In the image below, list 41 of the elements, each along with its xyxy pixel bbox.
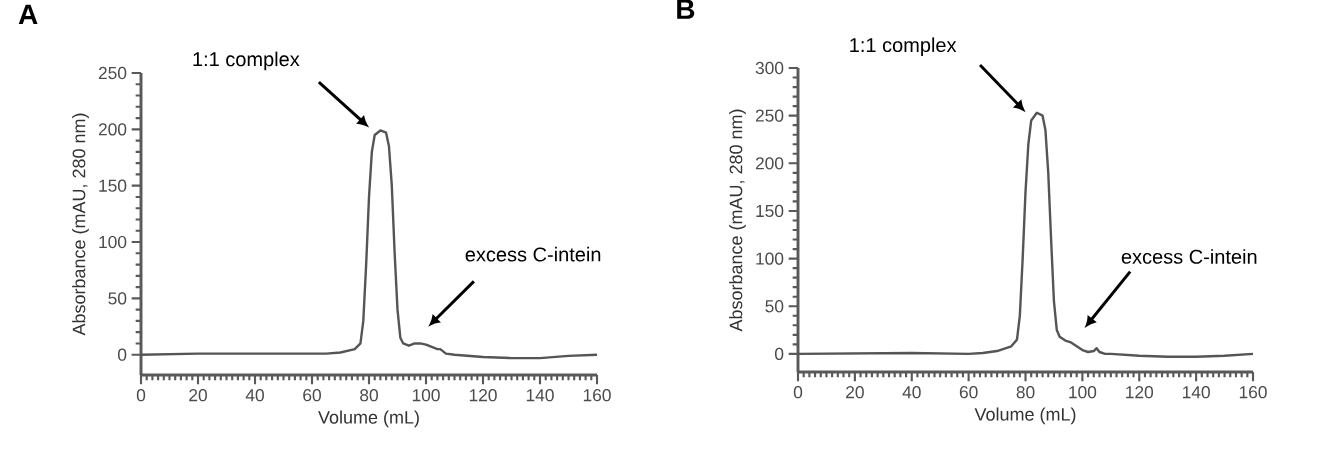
x-tick-label: 160 [583, 389, 611, 402]
x-tick-label: 100 [1069, 386, 1097, 399]
x-tick-label: 160 [1239, 386, 1267, 399]
x-tick-label: 80 [1016, 386, 1035, 399]
y-axis-title: Absorbance (mAU, 280 nm) [72, 113, 89, 336]
x-tick-label: 100 [412, 389, 440, 402]
x-tick-label: 0 [793, 386, 803, 399]
y-tick-label: 200 [98, 123, 127, 136]
text: 1:1 complex [850, 37, 957, 57]
x-tick-label: 140 [1182, 386, 1210, 399]
y-tick-label: 250 [98, 66, 127, 80]
y-tick-label: 100 [99, 235, 127, 249]
text: 1:1 complex [193, 51, 300, 71]
y-tick-label: 100 [756, 252, 784, 265]
chart-title: A [18, 4, 38, 25]
y-tick-label: 250 [755, 109, 784, 122]
x-tick-label: 80 [360, 389, 378, 402]
y-tick-label: 50 [765, 300, 784, 313]
x-tick-label: 120 [1126, 386, 1154, 399]
x-axis-title: Volume (mL) [318, 410, 419, 428]
y-tick-label: 150 [756, 204, 784, 218]
x-tick-label: 140 [526, 389, 554, 402]
x-tick-label: 120 [469, 389, 497, 402]
y-tick-label: 50 [108, 292, 127, 305]
x-tick-label: 60 [959, 386, 978, 399]
y-tick-label: 0 [117, 348, 127, 361]
y-tick-label: 0 [774, 347, 784, 361]
chart-title: B [677, 0, 695, 19]
y-tick-label: 300 [755, 61, 784, 75]
x-tick-label: 40 [245, 389, 264, 402]
x-tick-label: 60 [303, 389, 321, 402]
x-axis-title: Volume (mL) [974, 407, 1076, 425]
y-tick-label: 150 [99, 179, 127, 192]
y-tick-label: 200 [755, 157, 784, 170]
x-tick-label: 20 [189, 389, 207, 402]
y-axis-title: Absorbance (mAU, 280 nm) [729, 109, 746, 332]
x-tick-label: 20 [846, 386, 864, 399]
annotation: excess C-intein [465, 246, 601, 262]
x-tick-label: 40 [902, 386, 921, 399]
x-tick-label: 0 [136, 389, 146, 402]
annotation: excess C-intein [1121, 249, 1257, 264]
